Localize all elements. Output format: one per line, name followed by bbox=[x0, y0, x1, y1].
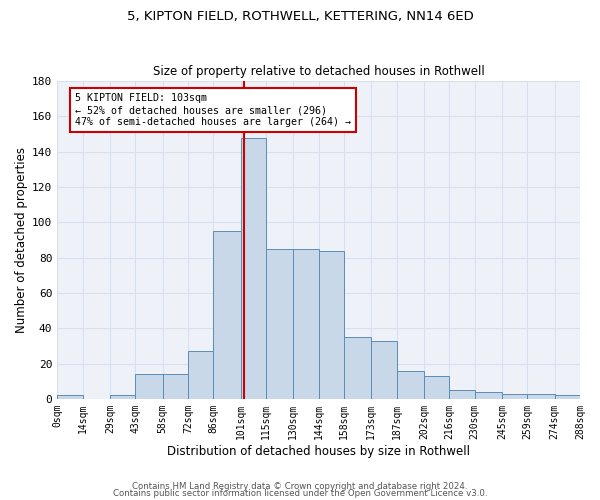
Text: 5, KIPTON FIELD, ROTHWELL, KETTERING, NN14 6ED: 5, KIPTON FIELD, ROTHWELL, KETTERING, NN… bbox=[127, 10, 473, 23]
Bar bbox=[57, 396, 83, 399]
Bar bbox=[214, 231, 241, 399]
Bar bbox=[424, 376, 449, 399]
Text: 5 KIPTON FIELD: 103sqm
← 52% of detached houses are smaller (296)
47% of semi-de: 5 KIPTON FIELD: 103sqm ← 52% of detached… bbox=[76, 94, 352, 126]
Bar bbox=[266, 249, 293, 399]
Bar bbox=[293, 249, 319, 399]
Bar bbox=[502, 394, 527, 399]
Title: Size of property relative to detached houses in Rothwell: Size of property relative to detached ho… bbox=[153, 66, 485, 78]
Y-axis label: Number of detached properties: Number of detached properties bbox=[15, 147, 28, 333]
Bar bbox=[397, 370, 424, 399]
Bar bbox=[241, 138, 266, 399]
Bar bbox=[188, 351, 214, 399]
Bar bbox=[554, 396, 580, 399]
Bar bbox=[449, 390, 475, 399]
Bar bbox=[136, 374, 163, 399]
Bar bbox=[163, 374, 188, 399]
Bar bbox=[527, 394, 554, 399]
Bar bbox=[371, 340, 397, 399]
Bar bbox=[344, 337, 371, 399]
Bar bbox=[475, 392, 502, 399]
Text: Contains public sector information licensed under the Open Government Licence v3: Contains public sector information licen… bbox=[113, 489, 487, 498]
Bar bbox=[110, 396, 136, 399]
X-axis label: Distribution of detached houses by size in Rothwell: Distribution of detached houses by size … bbox=[167, 444, 470, 458]
Bar bbox=[319, 250, 344, 399]
Text: Contains HM Land Registry data © Crown copyright and database right 2024.: Contains HM Land Registry data © Crown c… bbox=[132, 482, 468, 491]
